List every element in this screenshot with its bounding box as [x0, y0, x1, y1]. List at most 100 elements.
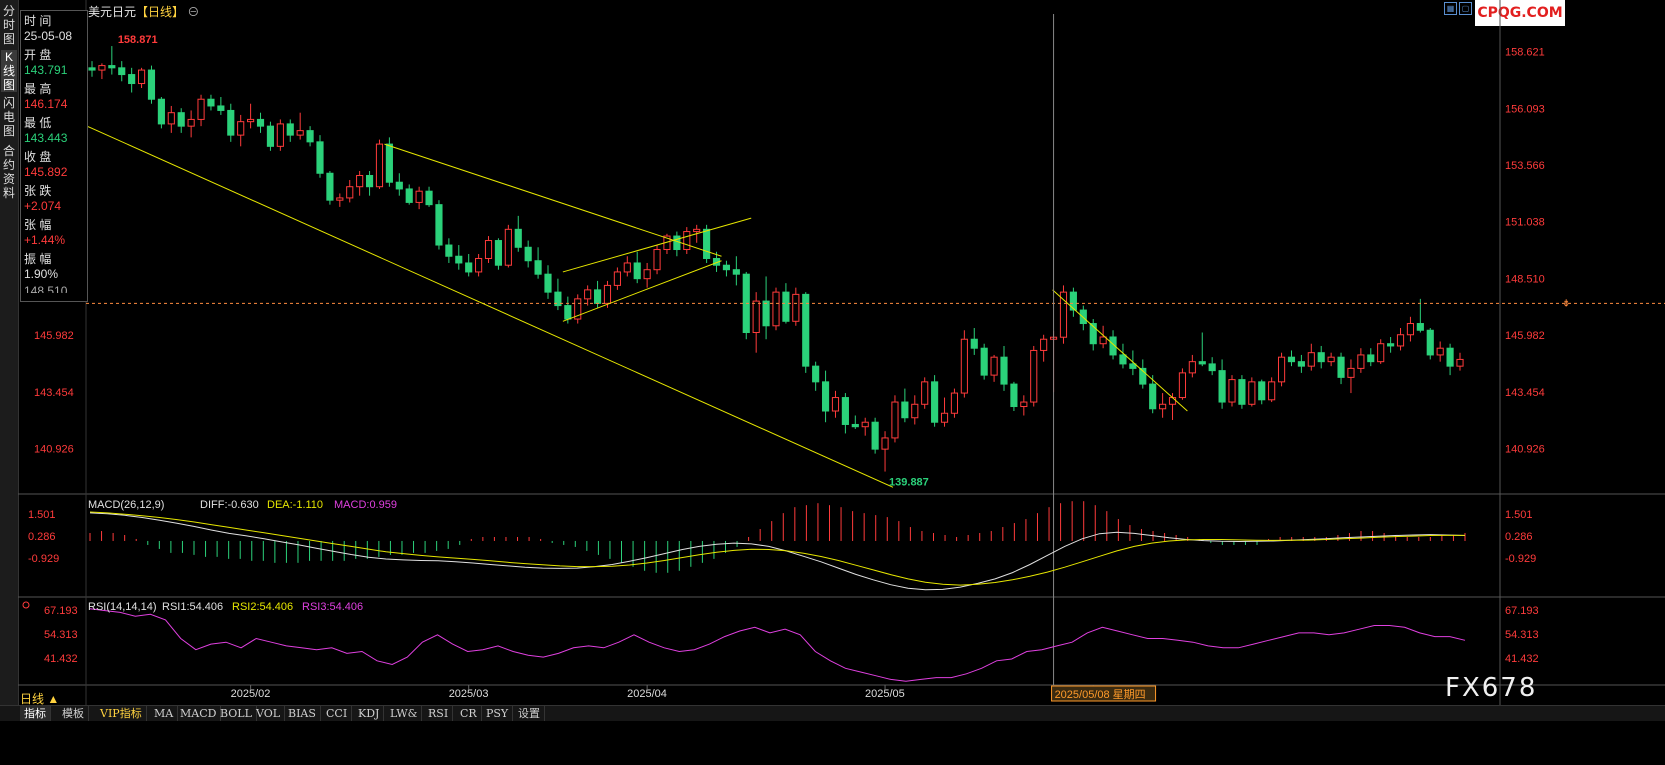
macd-tick-left: 0.286: [28, 531, 56, 543]
candle: [1248, 381, 1256, 405]
candle: [772, 291, 780, 327]
settings-icon[interactable]: ⊖: [187, 5, 200, 19]
macd-tick-left: -0.929: [28, 553, 59, 565]
candle: [356, 174, 364, 188]
price-tick-right: 143.454: [1505, 387, 1545, 399]
chart-canvas[interactable]: ⇟ 158.871 139.887 158.621 156.093 153.566 151…: [0, 0, 1665, 705]
price-tick-left: 145.982: [34, 330, 74, 342]
candle: [484, 240, 493, 259]
candle: [1228, 379, 1236, 403]
trendline: [86, 125, 894, 488]
tab-ma[interactable]: MA: [150, 706, 179, 721]
candle: [911, 403, 919, 419]
tab-vol[interactable]: VOL: [252, 706, 286, 721]
x-tick-label: 2025/03: [449, 688, 489, 700]
macd-title: MACD(26,12,9): [88, 499, 164, 511]
candle: [1198, 361, 1206, 365]
tab-contract-info[interactable]: 合约资料: [2, 144, 15, 200]
candle: [633, 262, 641, 280]
rsi-tick-right: 67.193: [1505, 605, 1539, 617]
macd-tick-right: 0.286: [1505, 531, 1533, 543]
candle: [435, 204, 443, 246]
candle: [1149, 383, 1157, 410]
rsi-legend-1: RSI1:54.406: [162, 601, 223, 613]
tab-rsi[interactable]: RSI: [424, 706, 454, 721]
candle: [643, 269, 651, 280]
tab-boll[interactable]: BOLL: [216, 706, 257, 721]
macd-diff-line: [89, 512, 1466, 591]
layout-icon[interactable]: ▦: [1444, 2, 1457, 15]
x-tick-label: 2025/02: [231, 688, 271, 700]
candle: [593, 289, 602, 304]
trendline: [562, 217, 752, 273]
price-tick-right: 140.926: [1505, 444, 1545, 456]
close-value: 145.892: [24, 165, 68, 179]
candle: [1456, 358, 1464, 367]
candle: [1059, 291, 1068, 338]
candle: [1406, 323, 1415, 336]
period-tag[interactable]: 【日线】: [136, 5, 185, 19]
tab-template[interactable]: 模板: [58, 706, 89, 721]
candle: [197, 98, 205, 120]
macd-legend-macd: MACD:0.959: [334, 499, 397, 511]
candle: [980, 347, 988, 376]
candle: [1396, 334, 1405, 347]
rsi-tick-right: 54.313: [1505, 629, 1539, 641]
tab-lightning[interactable]: 闪电图: [2, 96, 15, 138]
window-icon[interactable]: ▢: [1459, 2, 1472, 15]
tab-indicators[interactable]: 指标: [20, 706, 51, 721]
tab-kline[interactable]: K线图: [1, 50, 17, 92]
candle: [821, 381, 830, 412]
low-label: 最 低: [24, 116, 52, 130]
tab-psy[interactable]: PSY: [482, 706, 514, 721]
period-selector[interactable]: 日线 ▲: [20, 692, 60, 706]
candle: [1317, 352, 1325, 363]
candle: [1357, 354, 1365, 369]
trendline: [384, 143, 722, 257]
crosshair-date-box: [1051, 685, 1157, 702]
pct-label: 张 幅: [24, 218, 52, 232]
candle: [1367, 354, 1375, 363]
candle: [861, 421, 869, 428]
price-tick-left: 143.454: [34, 387, 74, 399]
close-label: 收 盘: [24, 150, 52, 164]
candle: [276, 123, 284, 147]
candle: [237, 121, 245, 136]
candle: [534, 260, 542, 275]
tab-settings[interactable]: 设置: [514, 706, 545, 721]
x-tick-label: 2025/05: [865, 688, 905, 700]
candle: [782, 291, 790, 322]
candle: [1218, 370, 1226, 403]
candle: [306, 130, 314, 143]
candle: [564, 305, 572, 320]
tab-cci[interactable]: CCI: [322, 706, 353, 721]
rsi-settings-icon: [22, 601, 30, 609]
candle: [1297, 361, 1305, 367]
candle: [1327, 356, 1335, 363]
tab-kdj[interactable]: KDJ: [354, 706, 385, 721]
trendline: [1052, 289, 1188, 412]
candle: [1168, 397, 1177, 405]
candle: [1069, 291, 1077, 311]
candle: [147, 69, 156, 100]
x-tick-label: 2025/04: [627, 688, 667, 700]
candle: [603, 284, 612, 304]
crosshair-date-label: 2025/05/08 星期四: [1055, 688, 1146, 701]
price-tick-left: 140.926: [34, 444, 74, 456]
candle: [940, 412, 949, 423]
candle: [445, 244, 453, 257]
price-tick-right: 156.093: [1505, 103, 1545, 115]
candle: [316, 141, 324, 174]
candle: [1337, 356, 1345, 378]
rsi-tick-left: 67.193: [44, 605, 78, 617]
price-tick-right: 153.566: [1505, 160, 1545, 172]
tab-lw[interactable]: LW&: [386, 706, 423, 721]
tab-vip-indicator[interactable]: VIP指标: [96, 706, 147, 721]
candle: [653, 249, 661, 271]
tab-bias[interactable]: BIAS: [284, 706, 321, 721]
amplitude-value: 1.90%: [24, 267, 59, 281]
tab-cr[interactable]: CR: [456, 706, 482, 721]
tab-macd[interactable]: MACD: [176, 706, 222, 721]
tab-timeshare[interactable]: 分时图: [2, 4, 15, 46]
quote-info-panel: 时 间 25-05-08 开 盘 143.791 最 高 146.174 最 低…: [20, 10, 88, 302]
